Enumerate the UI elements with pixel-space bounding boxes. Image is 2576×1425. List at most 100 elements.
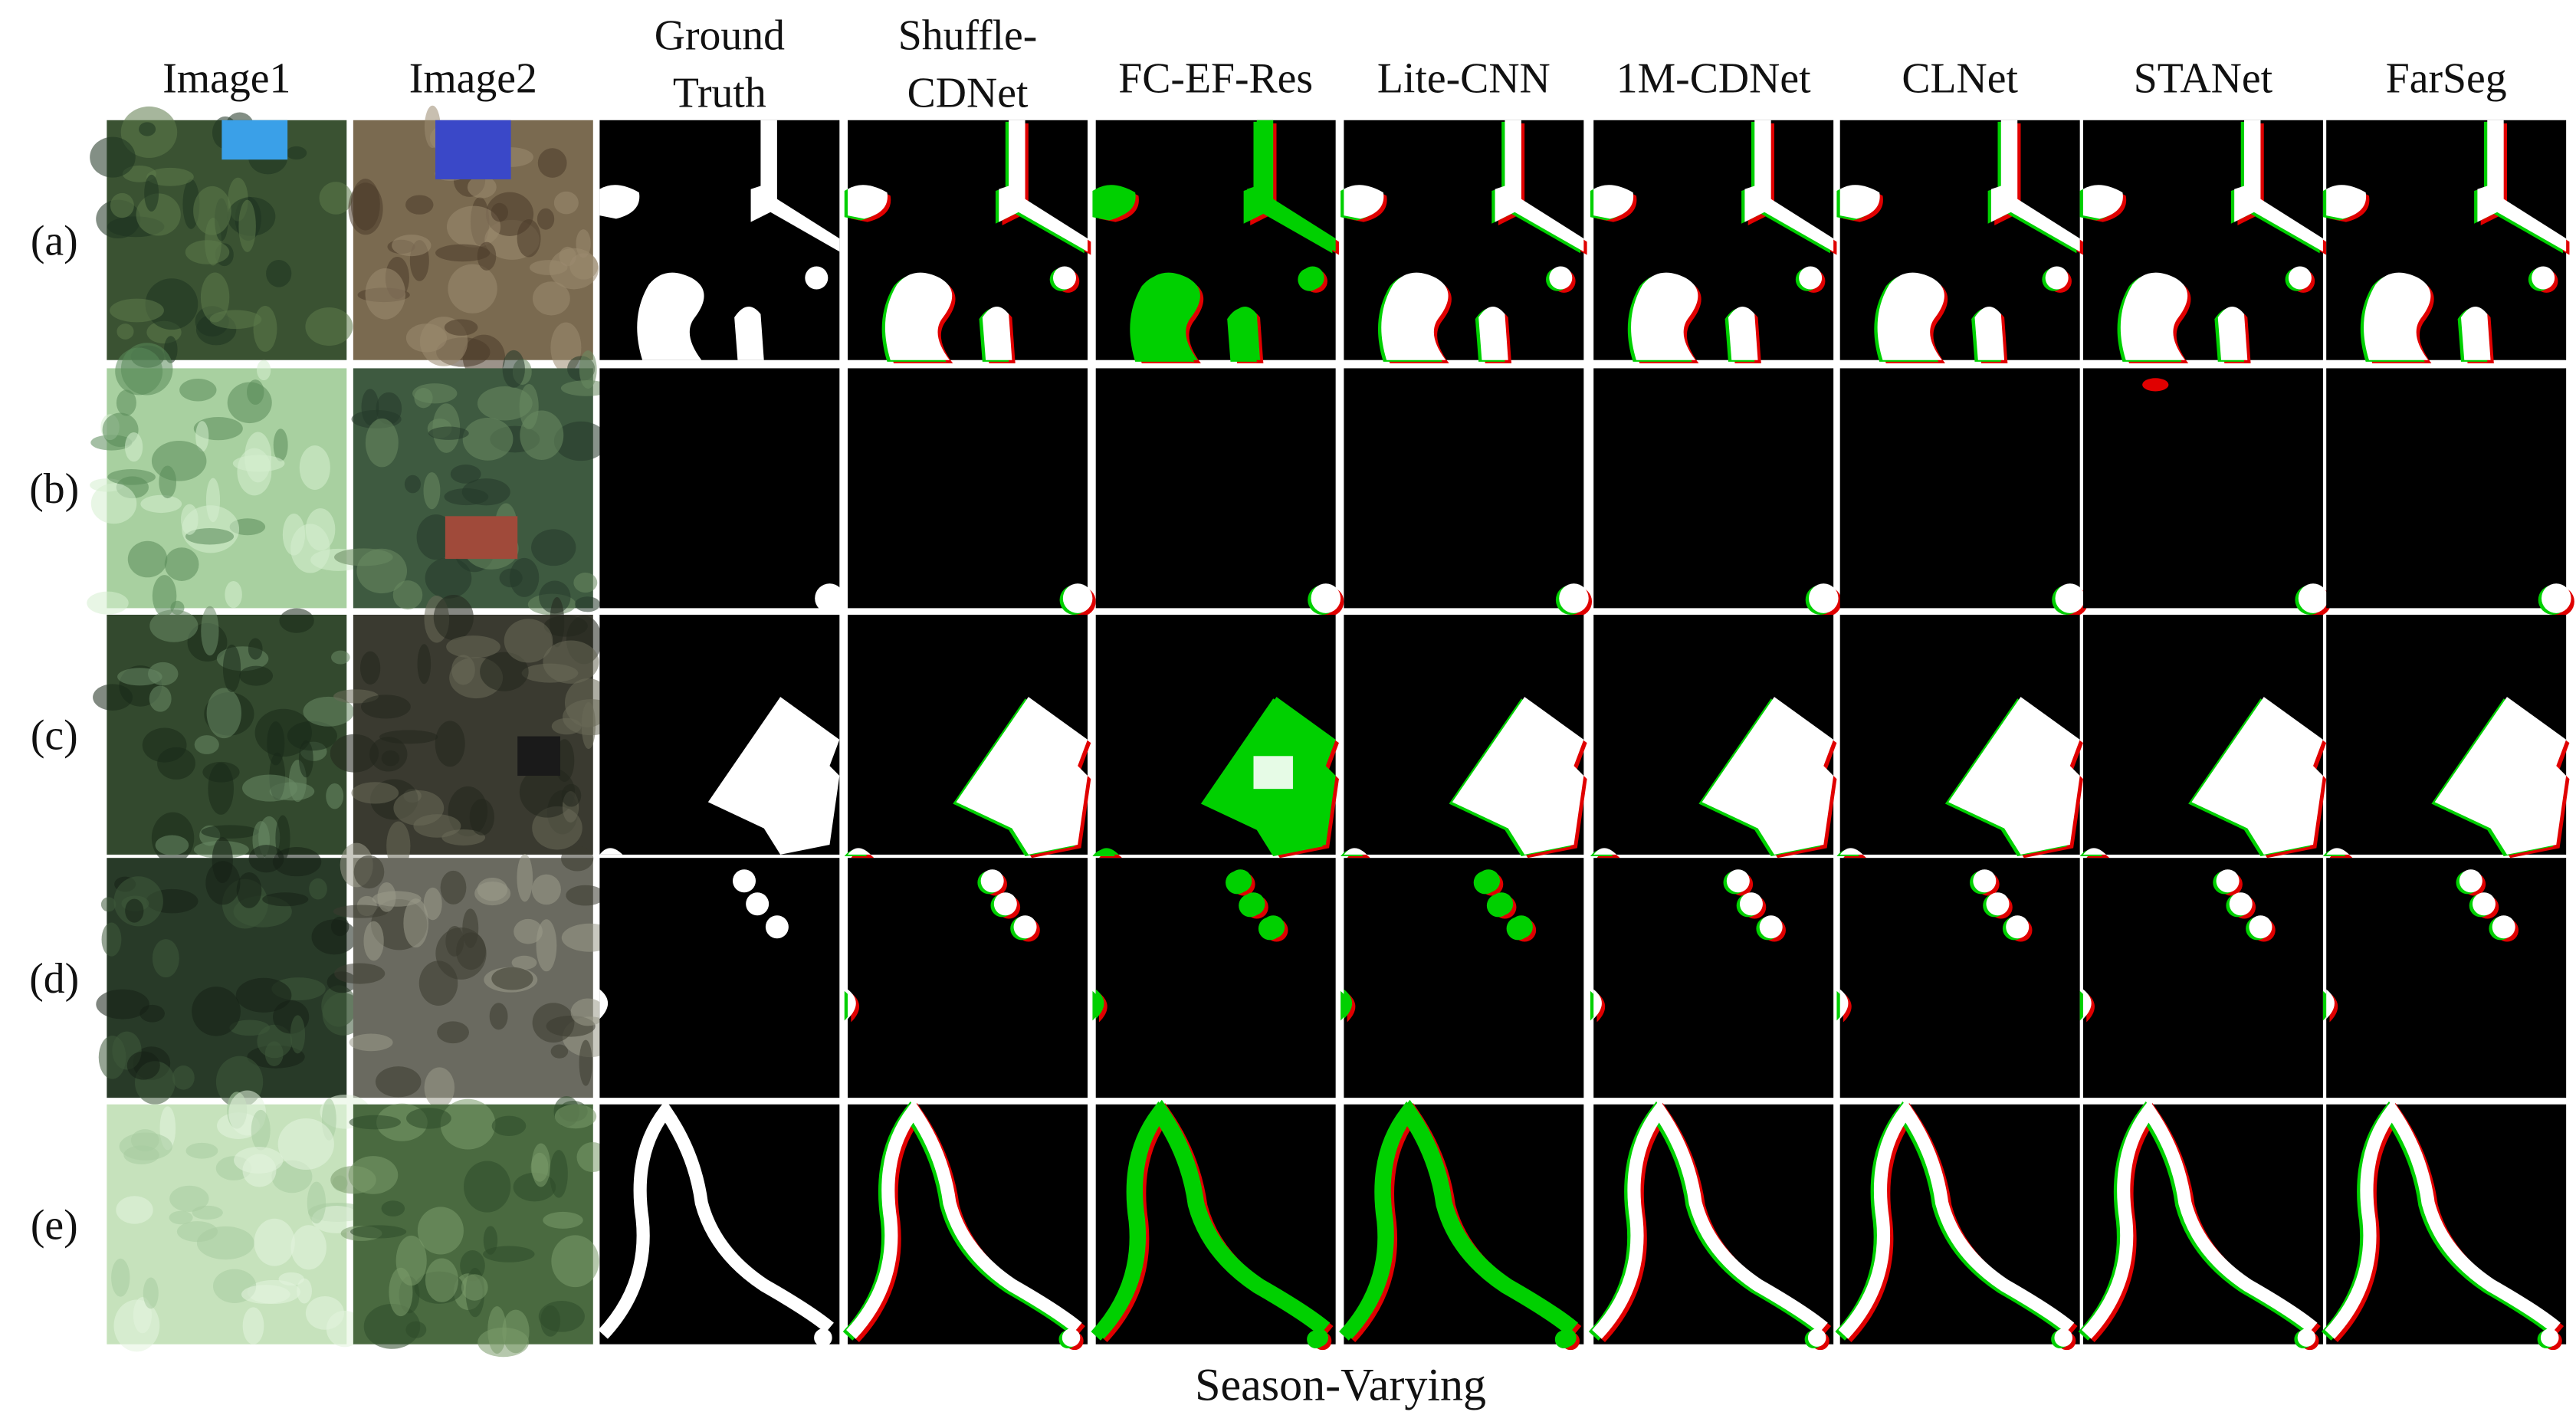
header-line: CDNet xyxy=(907,70,1029,117)
change-region xyxy=(1477,869,1501,893)
truth-region xyxy=(848,120,1088,360)
change-region xyxy=(982,306,1012,360)
change-region xyxy=(2477,120,2567,252)
change-region xyxy=(2082,989,2092,1019)
image-texture xyxy=(455,932,486,970)
image-texture xyxy=(172,1065,195,1090)
header-line: FC-EF-Res xyxy=(1118,54,1313,102)
change-map xyxy=(1095,368,1344,617)
change-map xyxy=(1588,1099,1834,1351)
change-region xyxy=(2326,848,2350,855)
input-image xyxy=(96,837,364,1108)
image-texture xyxy=(349,1115,401,1130)
image-texture xyxy=(279,608,314,633)
change-map xyxy=(1836,120,2083,364)
image-texture xyxy=(196,1226,254,1260)
change-region xyxy=(2364,272,2431,360)
image-texture xyxy=(253,305,277,352)
image-texture xyxy=(273,428,288,461)
image-texture xyxy=(169,1210,193,1225)
caption: Season-Varying xyxy=(1195,1360,1486,1410)
truth-region xyxy=(2326,120,2567,360)
image-texture xyxy=(491,1115,527,1137)
image-texture xyxy=(569,253,599,280)
image-texture xyxy=(531,874,561,905)
change-region xyxy=(848,185,888,219)
change-region xyxy=(2191,697,2323,855)
change-map xyxy=(844,614,1091,859)
image-texture xyxy=(155,835,189,855)
change-region xyxy=(1728,306,1758,360)
change-region xyxy=(1948,697,2080,855)
mask-background xyxy=(848,858,1088,1098)
mask-background xyxy=(1344,368,1584,609)
change-region xyxy=(2326,185,2367,219)
change-map xyxy=(1836,858,2080,1098)
image-texture xyxy=(536,919,557,972)
change-region xyxy=(1877,272,1944,360)
image-texture xyxy=(107,469,156,485)
change-region xyxy=(1593,848,1617,855)
image-texture xyxy=(119,1132,172,1161)
image-texture xyxy=(440,1098,496,1150)
change-map xyxy=(1341,858,1584,1098)
change-region xyxy=(1262,915,1285,939)
image-texture xyxy=(477,386,533,421)
change-region xyxy=(2217,306,2248,360)
change-region xyxy=(1311,583,1341,613)
change-region xyxy=(1744,120,1834,252)
mask-background xyxy=(1593,858,1834,1098)
truth-region xyxy=(599,120,840,360)
truth-region xyxy=(599,869,789,1019)
image-texture xyxy=(393,790,445,826)
false-region xyxy=(1095,120,1336,360)
truth-region xyxy=(1593,697,1834,855)
change-region xyxy=(1052,266,1076,290)
change-region xyxy=(1133,272,1200,360)
truth-region xyxy=(1344,697,1584,855)
change-map xyxy=(1091,1099,1336,1351)
image-texture xyxy=(334,963,386,984)
image-texture xyxy=(180,504,199,535)
change-region xyxy=(637,272,704,360)
change-region xyxy=(2326,989,2335,1019)
image-texture xyxy=(169,1185,209,1212)
image-texture xyxy=(286,146,307,160)
change-region xyxy=(2081,1099,2318,1339)
image-texture xyxy=(144,174,159,212)
image-texture xyxy=(423,472,441,510)
image-texture xyxy=(331,650,350,665)
change-region xyxy=(1726,869,1750,893)
change-region xyxy=(1631,272,1698,360)
change-region xyxy=(1095,989,1104,1019)
image-texture xyxy=(539,580,571,614)
image-texture xyxy=(404,474,422,494)
change-region xyxy=(2492,915,2515,939)
image-texture xyxy=(206,688,241,739)
change-region xyxy=(2459,869,2482,893)
change-region xyxy=(598,1099,834,1339)
image-texture xyxy=(235,977,292,1013)
change-region xyxy=(1095,848,1119,855)
image-texture xyxy=(264,1041,284,1067)
image-texture xyxy=(570,998,605,1026)
change-region xyxy=(815,583,845,613)
change-map xyxy=(1590,858,1834,1098)
image-texture xyxy=(98,1036,126,1079)
image-texture xyxy=(234,1147,284,1174)
image-texture xyxy=(579,350,597,389)
image-texture xyxy=(392,234,432,257)
truth-region xyxy=(2326,697,2567,855)
change-region xyxy=(884,272,953,360)
truth-region xyxy=(1839,869,2030,1019)
image-texture xyxy=(152,575,177,617)
change-map xyxy=(1593,368,1842,617)
image-texture xyxy=(553,191,579,215)
truth-region xyxy=(599,697,840,855)
input-image xyxy=(330,595,620,871)
change-region xyxy=(732,869,756,893)
image-texture xyxy=(194,735,219,754)
image-texture xyxy=(307,1181,327,1224)
change-region xyxy=(1839,989,1849,1019)
change-region xyxy=(1452,697,1584,855)
